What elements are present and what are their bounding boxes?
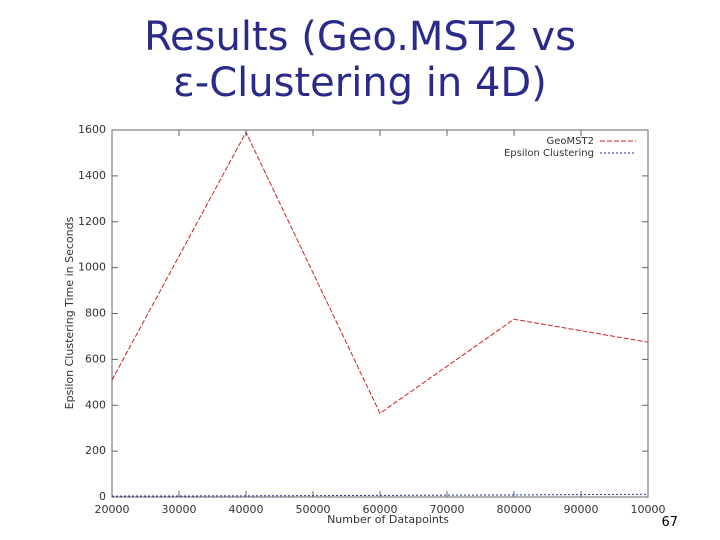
y-tick-label: 1600 (78, 123, 106, 136)
series-line (111, 131, 649, 415)
x-tick-label: 90000 (564, 503, 599, 516)
x-tick-label: 70000 (430, 503, 465, 516)
x-tick-label: 10000 (631, 503, 666, 516)
x-tick-label: 20000 (95, 503, 130, 516)
series-line (111, 493, 649, 497)
x-tick-label: 50000 (296, 503, 331, 516)
y-tick-label: 1200 (78, 215, 106, 228)
x-tick-label: 60000 (363, 503, 398, 516)
legend-label: GeoMST2 (547, 136, 594, 147)
y-tick-label: 400 (85, 398, 106, 411)
plot-frame (111, 129, 649, 498)
legend-label: Epsilon Clustering (504, 148, 594, 159)
x-axis-label: Number of Datapoints (327, 513, 449, 526)
slide-title: Results (Geo.MST2 vs ε-Clustering in 4D) (144, 14, 576, 106)
y-tick-label: 0 (99, 490, 106, 503)
y-axis-label: Epsilon Clustering Time in Seconds (63, 216, 76, 409)
y-tick-label: 600 (85, 352, 106, 365)
y-tick-label: 800 (85, 307, 106, 320)
y-tick-label: 200 (85, 444, 106, 457)
x-tick-label: 30000 (162, 503, 197, 516)
y-tick-label: 1000 (78, 261, 106, 274)
x-tick-label: 80000 (497, 503, 532, 516)
y-tick-label: 1400 (78, 169, 106, 182)
page-number: 67 (661, 515, 678, 530)
x-tick-label: 40000 (229, 503, 264, 516)
